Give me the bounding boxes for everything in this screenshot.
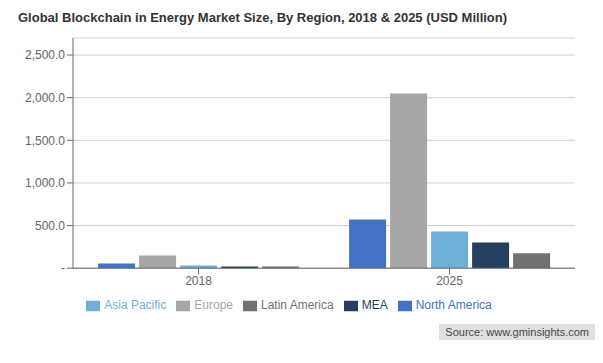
svg-text:2,500.0: 2,500.0 bbox=[25, 48, 65, 62]
svg-text:500.0: 500.0 bbox=[35, 219, 65, 233]
html-text:North America: North America bbox=[415, 298, 492, 313]
html-text:Source: www.gminsights.com: Source: www.gminsights.com bbox=[445, 326, 589, 338]
svg-text:2018: 2018 bbox=[185, 274, 212, 288]
html-text:Global Blockchain in Energy Ma: Global Blockchain in Energy Market Size,… bbox=[18, 10, 508, 25]
html-text:Europe: Europe bbox=[194, 298, 233, 313]
svg-text:1,500.0: 1,500.0 bbox=[25, 134, 65, 148]
svg-text:2025: 2025 bbox=[436, 274, 463, 288]
html-text:Asia Pacific: Asia Pacific bbox=[104, 298, 167, 313]
html-text:MEA: MEA bbox=[361, 298, 388, 313]
html-text:Latin America: Latin America bbox=[261, 298, 334, 313]
svg-text:-: - bbox=[61, 261, 65, 275]
svg-text:1,000.0: 1,000.0 bbox=[25, 176, 65, 190]
svg-text:2,000.0: 2,000.0 bbox=[25, 91, 65, 105]
